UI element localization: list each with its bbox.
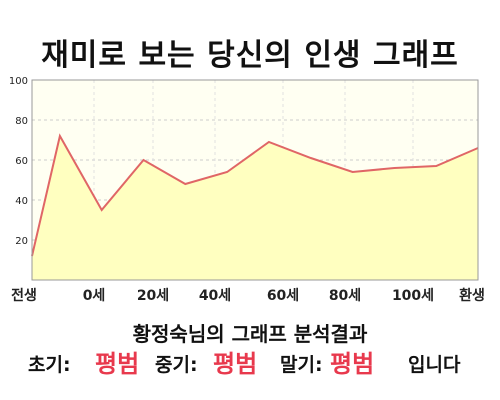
x-tick-label: 60세	[267, 288, 299, 304]
y-tick-label: 100	[9, 76, 28, 87]
x-tick-label: 0세	[83, 288, 106, 304]
life-area-fill	[32, 136, 478, 280]
x-tick-label: 40세	[199, 288, 231, 304]
y-tick-label: 40	[15, 196, 28, 207]
life-graph-chart: 20 40 60 80 100 전생 0세 20세 40세 60세 80세 100세 환생	[9, 76, 485, 304]
x-tick-label: 80세	[329, 288, 361, 304]
analysis-title: 황정숙님의 그래프 분석결과	[132, 322, 368, 346]
y-tick-labels: 20 40 60 80 100	[9, 76, 28, 247]
x-tick-labels: 전생 0세 20세 40세 60세 80세 100세 환생	[11, 287, 485, 304]
life-line	[31, 133, 479, 257]
y-tick-label: 80	[15, 116, 28, 127]
x-tick-label: 환생	[459, 287, 485, 304]
late-value: 평범	[330, 350, 375, 378]
y-tick-label: 60	[15, 156, 28, 167]
late-label: 말기:	[280, 354, 323, 376]
mid-label: 중기:	[155, 354, 198, 376]
early-value: 평범	[95, 350, 140, 378]
plot-frame	[31, 79, 479, 281]
x-tick-label: 20세	[137, 288, 169, 304]
x-tick-label: 전생	[11, 287, 37, 304]
early-label: 초기:	[28, 354, 71, 376]
suffix-text: 입니다	[408, 354, 461, 376]
x-tick-label: 100세	[392, 288, 434, 304]
y-tick-label: 20	[15, 236, 28, 247]
chart-title: 재미로 보는 당신의 인생 그래프	[41, 38, 459, 73]
mid-value: 평범	[213, 350, 258, 378]
